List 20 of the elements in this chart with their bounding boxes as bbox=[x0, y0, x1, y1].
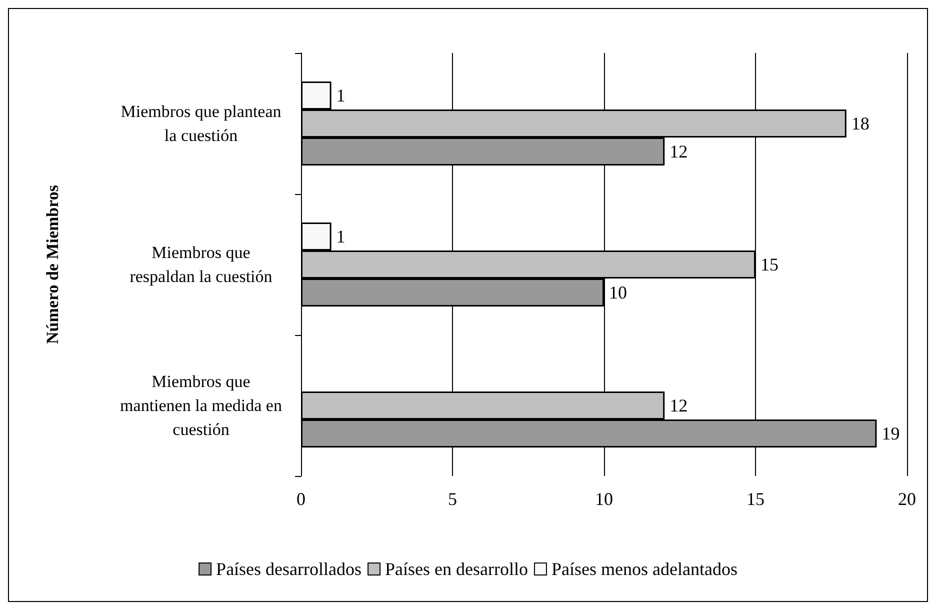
x-tick-label: 20 bbox=[898, 489, 916, 509]
x-tick-label: 10 bbox=[595, 489, 613, 509]
data-label: 19 bbox=[882, 424, 900, 444]
x-tick-label: 5 bbox=[448, 489, 457, 509]
data-label: 12 bbox=[670, 142, 688, 162]
y-tick-label: Miembros que respaldan la cuestión bbox=[130, 243, 273, 286]
legend-label: Países en desarrollo bbox=[385, 559, 528, 579]
data-label: 18 bbox=[851, 114, 870, 134]
y-tick-label: Miembros que plantean la cuestión bbox=[120, 102, 282, 145]
y-tick-label: Miembros que mantienen la medida en cuestión bbox=[120, 372, 282, 439]
legend-label: Países desarrollados bbox=[216, 559, 362, 579]
legend-label: Países menos adelantados bbox=[551, 559, 738, 579]
data-label: 15 bbox=[760, 254, 778, 274]
x-tick-label: 15 bbox=[746, 489, 764, 509]
data-label: 1 bbox=[336, 86, 346, 106]
data-label: 1 bbox=[336, 226, 346, 246]
data-label: 12 bbox=[670, 396, 688, 416]
data-label: 10 bbox=[609, 282, 627, 302]
x-tick-label: 0 bbox=[296, 489, 306, 509]
y-axis-title: Número de Miembros bbox=[43, 184, 62, 344]
